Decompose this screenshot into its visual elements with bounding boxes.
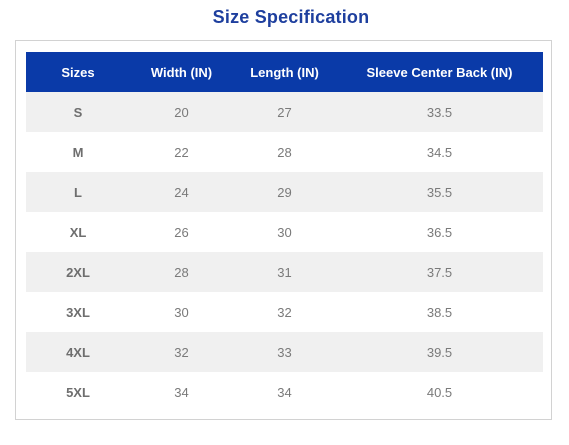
header-sleeve-center-back: Sleeve Center Back (IN) [336,52,543,92]
width-cell: 28 [130,252,233,292]
width-cell: 26 [130,212,233,252]
size-cell: L [26,172,130,212]
width-cell: 34 [130,372,233,412]
size-cell: 3XL [26,292,130,332]
width-cell: 30 [130,292,233,332]
sleeve-cell: 34.5 [336,132,543,172]
table-row: 2XL 28 31 37.5 [26,252,543,292]
table-row: S 20 27 33.5 [26,92,543,132]
length-cell: 34 [233,372,336,412]
length-cell: 28 [233,132,336,172]
length-cell: 30 [233,212,336,252]
table-row: L 24 29 35.5 [26,172,543,212]
width-cell: 22 [130,132,233,172]
page-title: Size Specification [212,7,370,27]
length-cell: 31 [233,252,336,292]
table-header-row: Sizes Width (IN) Length (IN) Sleeve Cent… [26,52,543,92]
length-cell: 27 [233,92,336,132]
size-cell: XL [26,212,130,252]
sleeve-cell: 36.5 [336,212,543,252]
sleeve-cell: 37.5 [336,252,543,292]
sleeve-cell: 38.5 [336,292,543,332]
sleeve-cell: 40.5 [336,372,543,412]
size-cell: 4XL [26,332,130,372]
length-cell: 33 [233,332,336,372]
width-cell: 24 [130,172,233,212]
size-cell: M [26,132,130,172]
table-row: M 22 28 34.5 [26,132,543,172]
table-row: 4XL 32 33 39.5 [26,332,543,372]
header-length: Length (IN) [233,52,336,92]
width-cell: 32 [130,332,233,372]
sleeve-cell: 33.5 [336,92,543,132]
size-specification-table: Sizes Width (IN) Length (IN) Sleeve Cent… [26,52,543,412]
header-sizes: Sizes [26,52,130,92]
table-row: 5XL 34 34 40.5 [26,372,543,412]
header-width: Width (IN) [130,52,233,92]
size-table-frame: Sizes Width (IN) Length (IN) Sleeve Cent… [15,40,552,420]
sleeve-cell: 39.5 [336,332,543,372]
length-cell: 29 [233,172,336,212]
width-cell: 20 [130,92,233,132]
size-cell: 2XL [26,252,130,292]
sleeve-cell: 35.5 [336,172,543,212]
table-row: XL 26 30 36.5 [26,212,543,252]
size-cell: S [26,92,130,132]
length-cell: 32 [233,292,336,332]
table-row: 3XL 30 32 38.5 [26,292,543,332]
size-cell: 5XL [26,372,130,412]
